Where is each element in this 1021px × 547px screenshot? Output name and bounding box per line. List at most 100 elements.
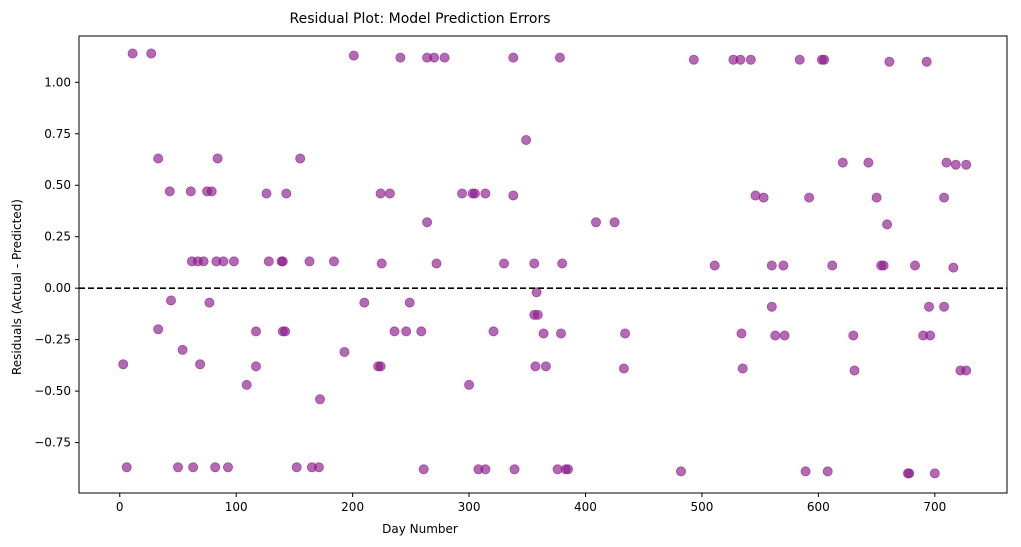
data-point bbox=[164, 186, 175, 197]
data-point bbox=[431, 258, 442, 269]
data-point bbox=[948, 262, 959, 273]
data-point bbox=[827, 260, 838, 271]
data-point bbox=[540, 361, 551, 372]
data-point bbox=[480, 464, 491, 475]
chart-title: Residual Plot: Model Prediction Errors bbox=[289, 11, 550, 27]
data-point bbox=[750, 190, 761, 201]
data-point bbox=[185, 186, 196, 197]
data-point bbox=[153, 324, 164, 335]
data-point bbox=[736, 328, 747, 339]
data-point bbox=[939, 192, 950, 203]
data-point bbox=[263, 256, 274, 267]
x-tick-label: 100 bbox=[225, 500, 248, 514]
data-point bbox=[557, 258, 568, 269]
data-point bbox=[745, 54, 756, 65]
x-tick-label: 200 bbox=[341, 500, 364, 514]
data-point bbox=[800, 466, 811, 477]
data-point bbox=[218, 256, 229, 267]
data-point bbox=[766, 301, 777, 312]
data-point bbox=[509, 464, 520, 475]
data-point bbox=[165, 295, 176, 306]
data-point bbox=[348, 50, 359, 61]
data-point bbox=[758, 192, 769, 203]
data-point bbox=[172, 462, 183, 473]
data-point bbox=[404, 297, 415, 308]
x-tick-label: 0 bbox=[116, 500, 124, 514]
data-point bbox=[469, 188, 480, 199]
data-point bbox=[313, 462, 324, 473]
data-points bbox=[118, 48, 972, 479]
data-point bbox=[882, 219, 893, 230]
x-tick-label: 600 bbox=[807, 500, 830, 514]
data-point bbox=[416, 326, 427, 337]
data-point bbox=[339, 346, 350, 357]
data-point bbox=[188, 462, 199, 473]
data-point bbox=[204, 297, 215, 308]
data-point bbox=[418, 464, 429, 475]
y-tick-label: 0.00 bbox=[44, 281, 71, 295]
data-point bbox=[376, 258, 387, 269]
data-point bbox=[939, 301, 950, 312]
data-point bbox=[620, 328, 631, 339]
data-point bbox=[222, 462, 233, 473]
data-point bbox=[904, 468, 915, 479]
x-tick-label: 300 bbox=[458, 500, 481, 514]
data-point bbox=[277, 256, 288, 267]
x-tick-label: 700 bbox=[923, 500, 946, 514]
data-point bbox=[210, 462, 221, 473]
data-point bbox=[554, 52, 565, 63]
data-point bbox=[359, 297, 370, 308]
data-point bbox=[439, 52, 450, 63]
data-point bbox=[961, 159, 972, 170]
data-point bbox=[884, 56, 895, 67]
data-point bbox=[737, 363, 748, 374]
x-axis-ticks: 0 100 200 300 400 500 600 700 bbox=[116, 493, 946, 514]
y-tick-label: 0.25 bbox=[44, 230, 71, 244]
data-point bbox=[688, 54, 699, 65]
data-point bbox=[735, 54, 746, 65]
data-point bbox=[295, 153, 306, 164]
data-point bbox=[924, 301, 935, 312]
data-point bbox=[837, 157, 848, 168]
data-point bbox=[127, 48, 138, 59]
data-point bbox=[422, 217, 433, 228]
data-point bbox=[261, 188, 272, 199]
data-point bbox=[961, 365, 972, 376]
data-point bbox=[498, 258, 509, 269]
data-point bbox=[910, 260, 921, 271]
data-point bbox=[508, 52, 519, 63]
data-point bbox=[794, 54, 805, 65]
data-point bbox=[848, 330, 859, 341]
data-point bbox=[314, 394, 325, 405]
data-point bbox=[538, 328, 549, 339]
data-point bbox=[118, 359, 129, 370]
x-axis-label: Day Number bbox=[382, 522, 458, 536]
x-tick-label: 500 bbox=[690, 500, 713, 514]
data-point bbox=[822, 466, 833, 477]
data-point bbox=[556, 328, 567, 339]
data-point bbox=[389, 326, 400, 337]
data-point bbox=[429, 52, 440, 63]
data-point bbox=[766, 260, 777, 271]
data-point bbox=[488, 326, 499, 337]
x-tick-label: 400 bbox=[574, 500, 597, 514]
data-point bbox=[819, 54, 830, 65]
data-point bbox=[212, 153, 223, 164]
data-point bbox=[375, 361, 386, 372]
data-point bbox=[591, 217, 602, 228]
data-point bbox=[770, 330, 781, 341]
y-axis-label: Residuals (Actual - Predicted) bbox=[10, 199, 24, 375]
plot-area-frame bbox=[78, 35, 1008, 494]
data-point bbox=[304, 256, 315, 267]
data-point bbox=[206, 186, 217, 197]
data-point bbox=[529, 258, 540, 269]
data-point bbox=[609, 217, 620, 228]
data-point bbox=[250, 361, 261, 372]
data-point bbox=[328, 256, 339, 267]
data-point bbox=[871, 192, 882, 203]
y-axis-ticks: −0.75 −0.50 −0.25 0.00 0.25 0.50 0.75 1.00 bbox=[34, 75, 79, 450]
data-point bbox=[530, 361, 541, 372]
data-point bbox=[250, 326, 261, 337]
y-tick-label: −0.50 bbox=[34, 384, 71, 398]
